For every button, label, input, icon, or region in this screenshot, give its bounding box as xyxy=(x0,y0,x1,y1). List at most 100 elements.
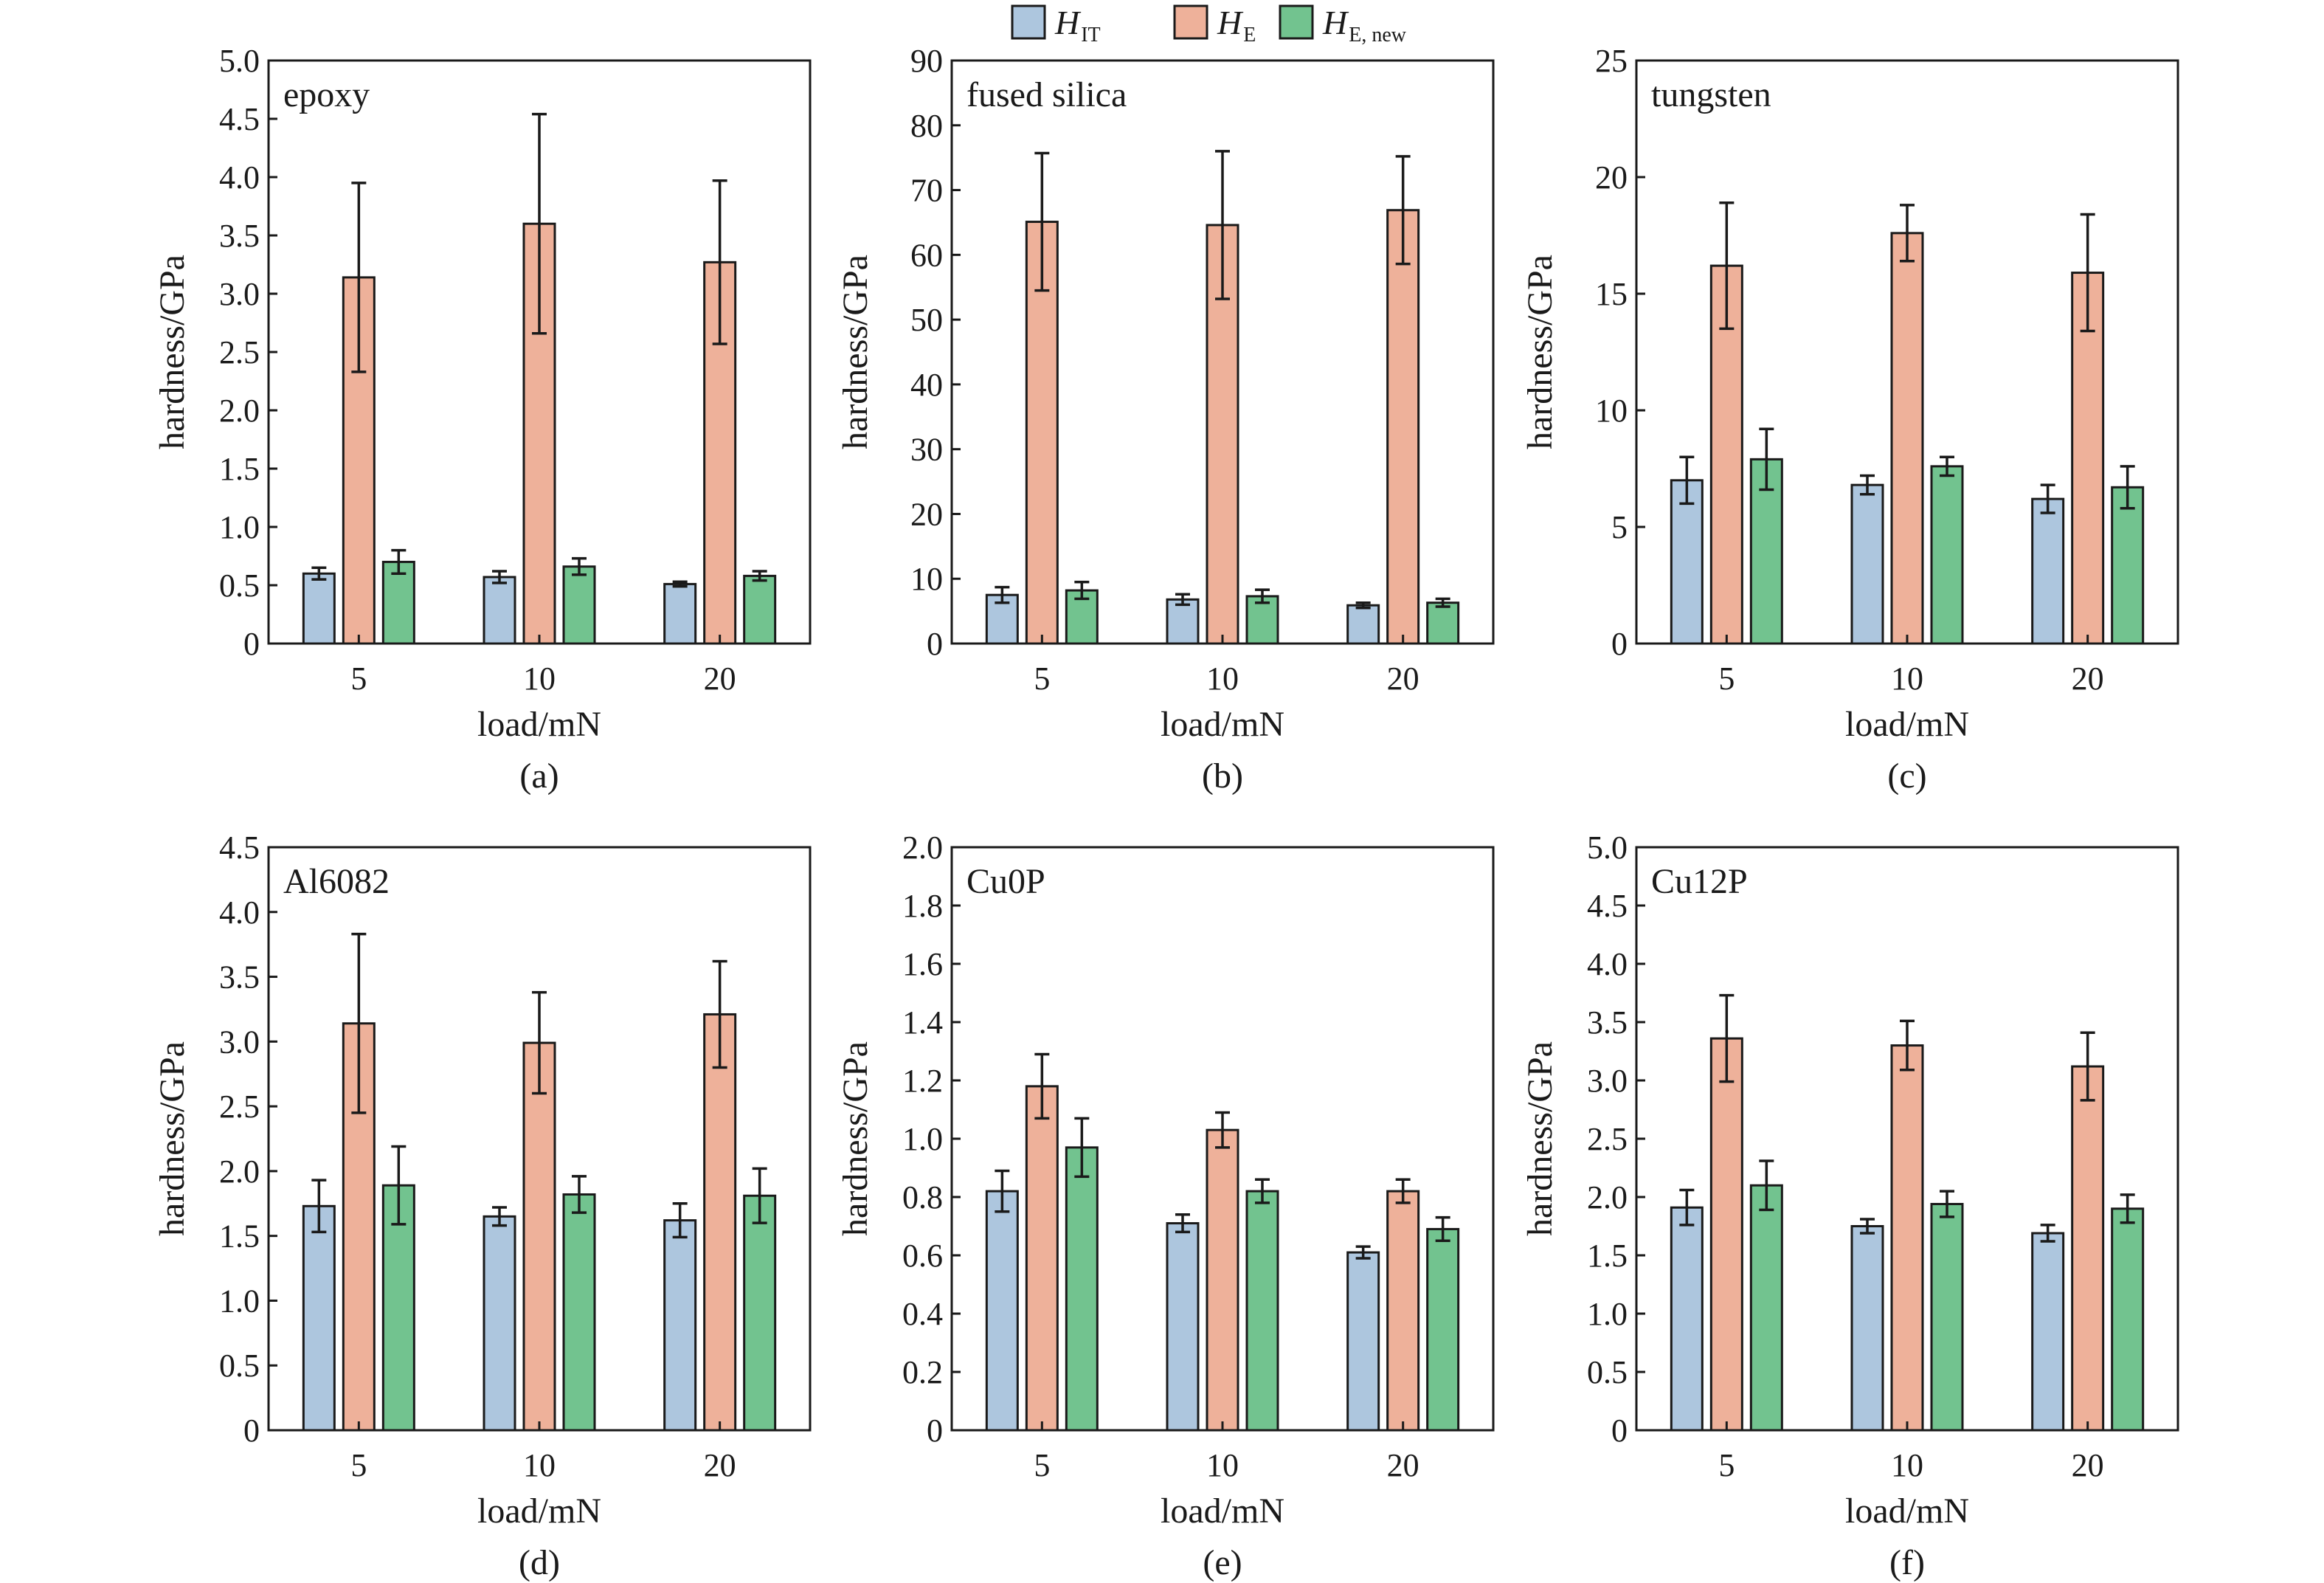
y-tick-label: 2.5 xyxy=(1587,1121,1628,1157)
plot-frame xyxy=(267,59,812,645)
x-axis-label: load/mN xyxy=(1845,705,1969,744)
error-bar-H_E,new-10 xyxy=(1940,455,1954,477)
bar-H_IT-5 xyxy=(985,1190,1019,1432)
error-bar-H_E-20 xyxy=(1395,1178,1411,1204)
y-tick-label: 1.0 xyxy=(1587,1296,1628,1332)
y-tick-label: 2.0 xyxy=(219,1153,260,1190)
panel-caption: (f) xyxy=(1889,1543,1925,1582)
y-tick-label: 5.0 xyxy=(219,43,260,79)
y-tick-label: 0.4 xyxy=(902,1296,943,1332)
bar-H_IT-20 xyxy=(663,582,697,645)
panel-c: 5 10 20 0 5 10 15 20 25 tungsten load/mN hardness/G… xyxy=(1521,43,2179,796)
y-tick-label: 20 xyxy=(910,496,943,532)
legend-label: HIT xyxy=(1054,4,1101,46)
y-tick-label: 15 xyxy=(1595,276,1628,312)
bar-H_E,new-10 xyxy=(562,565,596,645)
y-axis-label: hardness/GPa xyxy=(1521,255,1560,449)
plot-frame xyxy=(1635,846,2179,1432)
x-tick-label: 20 xyxy=(1387,661,1419,697)
error-bar-H_E,new-20 xyxy=(752,1167,767,1224)
legend-subscript: E, new xyxy=(1349,24,1407,46)
bar-H_IT-10 xyxy=(483,576,516,645)
bar-H_E-10 xyxy=(1206,1128,1239,1432)
bar-H_E-5 xyxy=(1025,1085,1059,1432)
y-tick-label: 5 xyxy=(1611,509,1628,545)
error-bar-H_E-10 xyxy=(1900,204,1915,263)
legend: HIT HE HE, new xyxy=(1011,4,1407,46)
panel-caption: (b) xyxy=(1202,756,1243,796)
x-axis-label: load/mN xyxy=(1161,1491,1284,1531)
y-tick-label: 2.5 xyxy=(219,334,260,370)
bar-H_IT-5 xyxy=(302,1204,336,1432)
plot-frame xyxy=(950,846,1495,1432)
x-tick-label: 5 xyxy=(1718,1447,1735,1483)
error-bar-H_E,new-10 xyxy=(572,1175,587,1214)
y-axis-label: hardness/GPa xyxy=(836,1041,875,1236)
error-bar-H_IT-5 xyxy=(1679,1188,1695,1227)
error-bar-H_IT-20 xyxy=(672,580,688,588)
plot-frame xyxy=(267,846,812,1432)
legend-swatch xyxy=(1173,4,1208,40)
error-bar-H_E,new-5 xyxy=(391,1145,407,1226)
bar-H_E,new-20 xyxy=(1426,1227,1460,1432)
bar-H_E,new-10 xyxy=(1930,465,1964,645)
error-bar-H_E-5 xyxy=(1034,151,1050,292)
error-bar-H_E-5 xyxy=(1719,201,1735,331)
legend-item-1: HE xyxy=(1173,4,1256,46)
panel-b: 5 10 20 0 10 20 30 40 50 60 70 80 90 fused silica load… xyxy=(836,43,1495,796)
bar-H_E,new-5 xyxy=(381,1184,415,1432)
error-bar-H_E-5 xyxy=(351,182,367,373)
error-bar-H_IT-10 xyxy=(1860,1218,1875,1235)
y-axis-label: hardness/GPa xyxy=(153,255,192,449)
material-label: fused silica xyxy=(966,75,1127,114)
x-tick-label: 20 xyxy=(2072,1447,2104,1483)
error-bar-H_IT-5 xyxy=(311,566,327,581)
y-tick-label: 1.6 xyxy=(902,946,943,982)
y-tick-label: 4.0 xyxy=(219,159,260,196)
error-bar-H_IT-10 xyxy=(1175,1213,1190,1234)
material-label: Cu12P xyxy=(1651,862,1748,901)
y-tick-label: 2.0 xyxy=(1587,1179,1628,1215)
error-bar-H_IT-20 xyxy=(1355,601,1371,610)
x-tick-label: 10 xyxy=(523,1447,556,1483)
bar-H_E,new-10 xyxy=(562,1193,596,1432)
error-bar-H_IT-5 xyxy=(995,585,1010,604)
error-bar-H_E-20 xyxy=(712,959,727,1069)
x-tick-label: 10 xyxy=(1206,661,1239,697)
legend-subscript: IT xyxy=(1081,24,1100,46)
y-tick-label: 80 xyxy=(910,108,943,144)
error-bar-H_E,new-5 xyxy=(1759,427,1774,492)
error-bar-H_E,new-5 xyxy=(391,548,407,575)
y-tick-label: 4.5 xyxy=(219,101,260,137)
bar-H_E,new-20 xyxy=(2111,1207,2145,1432)
x-tick-label: 10 xyxy=(1891,1447,1923,1483)
bar-H_E-20 xyxy=(703,1013,737,1432)
y-tick-label: 4.5 xyxy=(1587,888,1628,924)
error-bar-H_E,new-5 xyxy=(1074,1117,1090,1179)
y-tick-label: 25 xyxy=(1595,43,1628,79)
error-bar-H_E-10 xyxy=(1215,150,1230,300)
y-tick-label: 60 xyxy=(910,237,943,273)
material-label: Al6082 xyxy=(283,862,390,901)
bar-H_IT-10 xyxy=(1850,483,1884,645)
bar-H_E-10 xyxy=(1890,1044,1924,1432)
y-tick-label: 0.5 xyxy=(219,1348,260,1384)
bar-H_E-10 xyxy=(1890,232,1924,645)
y-tick-label: 0 xyxy=(243,626,260,662)
bar-H_IT-20 xyxy=(2031,1232,2065,1432)
y-tick-label: 3.5 xyxy=(219,218,260,254)
error-bar-H_E-20 xyxy=(712,179,727,345)
panel-caption: (e) xyxy=(1203,1543,1242,1582)
error-bar-H_E,new-5 xyxy=(1759,1159,1774,1212)
bar-H_IT-10 xyxy=(1166,1222,1200,1432)
y-tick-label: 0 xyxy=(243,1413,260,1449)
y-tick-label: 70 xyxy=(910,173,943,209)
y-tick-label: 4.5 xyxy=(219,830,260,866)
bar-H_IT-10 xyxy=(1166,598,1200,645)
y-tick-label: 50 xyxy=(910,302,943,338)
panel-f: 5 10 20 0 0.5 1.0 1.5 2.0 2.5 3.0 3.5 4.0 4.5 5.0 Cu12… xyxy=(1521,830,2179,1582)
x-tick-label: 5 xyxy=(1034,1447,1050,1483)
plot-frame xyxy=(950,59,1495,645)
bar-H_E,new-10 xyxy=(1930,1202,1964,1432)
